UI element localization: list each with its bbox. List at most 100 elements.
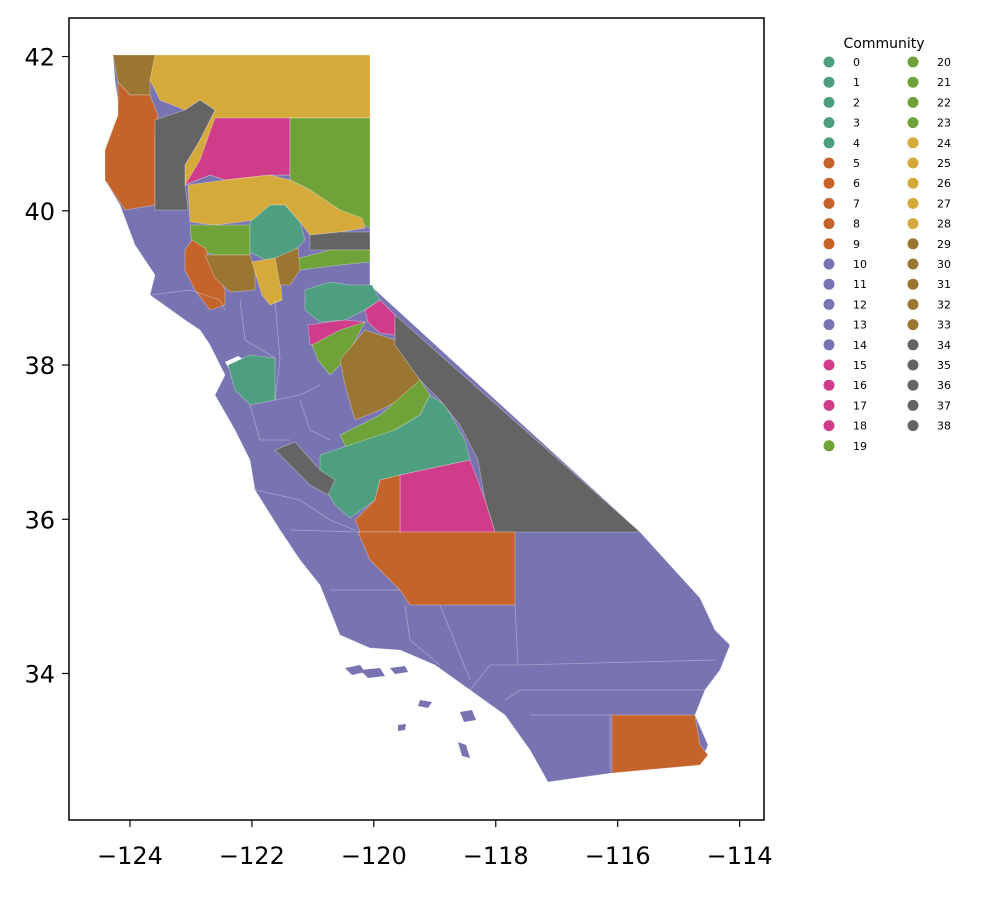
legend-label: 36	[937, 379, 951, 392]
legend-label: 26	[937, 177, 951, 190]
x-axis: −124 −122 −120 −118 −116 −114	[97, 820, 773, 870]
legend-label: 27	[937, 197, 951, 210]
legend-label: 23	[937, 117, 951, 130]
legend-marker	[823, 157, 835, 169]
legend-label: 7	[853, 197, 860, 210]
legend-label: 32	[937, 298, 951, 311]
legend-marker	[907, 319, 919, 331]
y-tick-label: 34	[24, 660, 55, 688]
legend-label: 30	[937, 258, 951, 271]
legend-marker	[907, 399, 919, 411]
x-tick-label: −124	[97, 842, 163, 870]
county-borders	[149, 289, 716, 770]
legend-label: 11	[853, 278, 867, 291]
region-gray-north	[154, 99, 216, 211]
legend-marker	[823, 258, 835, 270]
legend-marker	[823, 56, 835, 68]
legend-label: 13	[853, 319, 867, 332]
legend-marker	[907, 278, 919, 290]
legend-marker	[823, 440, 835, 452]
legend-marker	[823, 197, 835, 209]
legend-marker	[907, 117, 919, 129]
region-brown-middle	[204, 254, 256, 293]
legend-title: Community	[843, 36, 924, 52]
legend-label: 8	[853, 218, 860, 231]
legend: Community 012345678910111213141516171819…	[823, 36, 951, 453]
legend-label: 9	[853, 238, 860, 251]
region-orange-south	[357, 531, 516, 606]
legend-label: 34	[937, 339, 951, 352]
legend-marker	[907, 420, 919, 432]
legend-marker	[907, 218, 919, 230]
legend-label: 1	[853, 76, 860, 89]
legend-marker	[907, 238, 919, 250]
legend-label: 16	[853, 379, 867, 392]
legend-marker	[823, 399, 835, 411]
legend-label: 19	[853, 440, 867, 453]
legend-marker	[823, 319, 835, 331]
legend-marker	[823, 278, 835, 290]
x-tick-label: −120	[341, 842, 407, 870]
legend-label: 31	[937, 278, 951, 291]
legend-label: 25	[937, 157, 951, 170]
region-orange-west	[184, 239, 226, 311]
legend-marker	[823, 238, 835, 250]
legend-marker	[823, 177, 835, 189]
region-teal-bay	[227, 354, 276, 406]
channel-islands	[345, 665, 476, 758]
legend-label: 22	[937, 96, 951, 109]
legend-label: 0	[853, 56, 860, 69]
region-teal-north	[249, 204, 306, 263]
legend-label: 5	[853, 157, 860, 170]
legend-marker	[907, 157, 919, 169]
legend-marker	[823, 420, 835, 432]
legend-label: 2	[853, 96, 860, 109]
legend-marker	[823, 379, 835, 391]
region-brown-small	[274, 247, 301, 286]
legend-marker	[823, 137, 835, 149]
legend-marker	[907, 177, 919, 189]
y-tick-label: 36	[24, 506, 55, 534]
x-tick-label: −116	[585, 842, 651, 870]
legend-marker	[907, 339, 919, 351]
region-gray-east	[394, 314, 642, 533]
legend-label: 4	[853, 137, 860, 150]
y-tick-label: 38	[24, 352, 55, 380]
legend-label: 17	[853, 399, 867, 412]
legend-marker	[823, 359, 835, 371]
legend-marker	[907, 76, 919, 88]
legend-label: 35	[937, 359, 951, 372]
legend-marker	[823, 298, 835, 310]
legend-label: 10	[853, 258, 867, 271]
x-tick-label: −122	[219, 842, 285, 870]
legend-label: 29	[937, 238, 951, 251]
legend-marker	[823, 339, 835, 351]
legend-label: 20	[937, 56, 951, 69]
region-gray-strip	[309, 231, 371, 251]
legend-label: 24	[937, 137, 951, 150]
legend-marker	[823, 117, 835, 129]
legend-marker	[907, 298, 919, 310]
legend-label: 12	[853, 298, 867, 311]
legend-marker	[907, 379, 919, 391]
legend-marker	[907, 258, 919, 270]
legend-label: 37	[937, 399, 951, 412]
x-tick-label: −118	[463, 842, 529, 870]
legend-marker	[907, 197, 919, 209]
y-axis: 34 36 38 40 42	[24, 44, 69, 688]
legend-marker	[907, 96, 919, 108]
legend-marker	[823, 76, 835, 88]
legend-label: 18	[853, 420, 867, 433]
legend-label: 3	[853, 117, 860, 130]
region-gray-west	[274, 441, 336, 496]
legend-marker	[907, 359, 919, 371]
legend-label: 38	[937, 420, 951, 433]
legend-label: 21	[937, 76, 951, 89]
region-orange-se	[611, 714, 709, 774]
legend-label: 33	[937, 319, 951, 332]
legend-label: 6	[853, 177, 860, 190]
y-tick-label: 42	[24, 44, 55, 72]
legend-marker	[823, 218, 835, 230]
legend-marker	[907, 56, 919, 68]
